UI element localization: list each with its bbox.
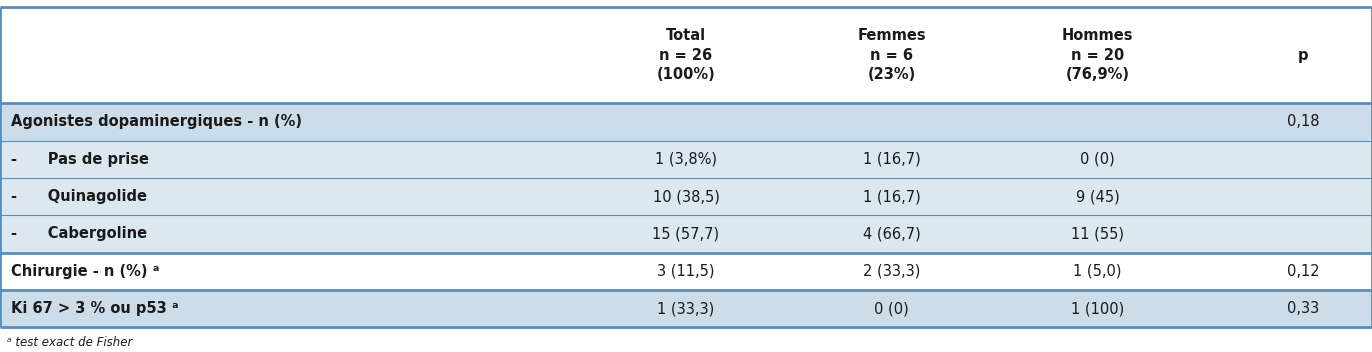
- Text: Hommes
n = 20
(76,9%): Hommes n = 20 (76,9%): [1062, 28, 1133, 82]
- Bar: [0, 140, 1372, 178]
- Text: p: p: [1298, 48, 1309, 63]
- Text: 0,12: 0,12: [1287, 264, 1320, 279]
- Text: 1 (3,8%): 1 (3,8%): [654, 152, 718, 167]
- Text: Agonistes dopaminergiques - n (%): Agonistes dopaminergiques - n (%): [11, 114, 302, 129]
- Bar: [0, 327, 1372, 352]
- Text: 1 (16,7): 1 (16,7): [863, 152, 921, 167]
- Text: 0 (0): 0 (0): [874, 301, 910, 316]
- Bar: [0, 253, 1372, 290]
- Text: 0 (0): 0 (0): [1080, 152, 1115, 167]
- Text: 1 (16,7): 1 (16,7): [863, 189, 921, 204]
- Bar: [0, 7, 1372, 103]
- Text: 1 (33,3): 1 (33,3): [657, 301, 715, 316]
- Bar: [0, 178, 1372, 215]
- Text: 3 (11,5): 3 (11,5): [657, 264, 715, 279]
- Bar: [0, 290, 1372, 327]
- Bar: [0, 215, 1372, 253]
- Text: Ki 67 > 3 % ou p53 ᵃ: Ki 67 > 3 % ou p53 ᵃ: [11, 301, 178, 316]
- Text: 15 (57,7): 15 (57,7): [653, 226, 719, 241]
- Bar: [0, 103, 1372, 140]
- Text: 1 (5,0): 1 (5,0): [1073, 264, 1122, 279]
- Text: 0,33: 0,33: [1287, 301, 1320, 316]
- Text: 11 (55): 11 (55): [1072, 226, 1124, 241]
- Text: 9 (45): 9 (45): [1076, 189, 1120, 204]
- Text: -      Pas de prise: - Pas de prise: [11, 152, 150, 167]
- Text: 4 (66,7): 4 (66,7): [863, 226, 921, 241]
- Text: Total
n = 26
(100%): Total n = 26 (100%): [657, 28, 715, 82]
- Text: -      Quinagolide: - Quinagolide: [11, 189, 147, 204]
- Text: Chirurgie - n (%) ᵃ: Chirurgie - n (%) ᵃ: [11, 264, 159, 279]
- Text: ᵃ test exact de Fisher: ᵃ test exact de Fisher: [7, 336, 132, 348]
- Text: Femmes
n = 6
(23%): Femmes n = 6 (23%): [858, 28, 926, 82]
- Text: 2 (33,3): 2 (33,3): [863, 264, 921, 279]
- Text: -      Cabergoline: - Cabergoline: [11, 226, 147, 241]
- Text: 1 (100): 1 (100): [1072, 301, 1124, 316]
- Text: 0,18: 0,18: [1287, 114, 1320, 129]
- Text: 10 (38,5): 10 (38,5): [653, 189, 719, 204]
